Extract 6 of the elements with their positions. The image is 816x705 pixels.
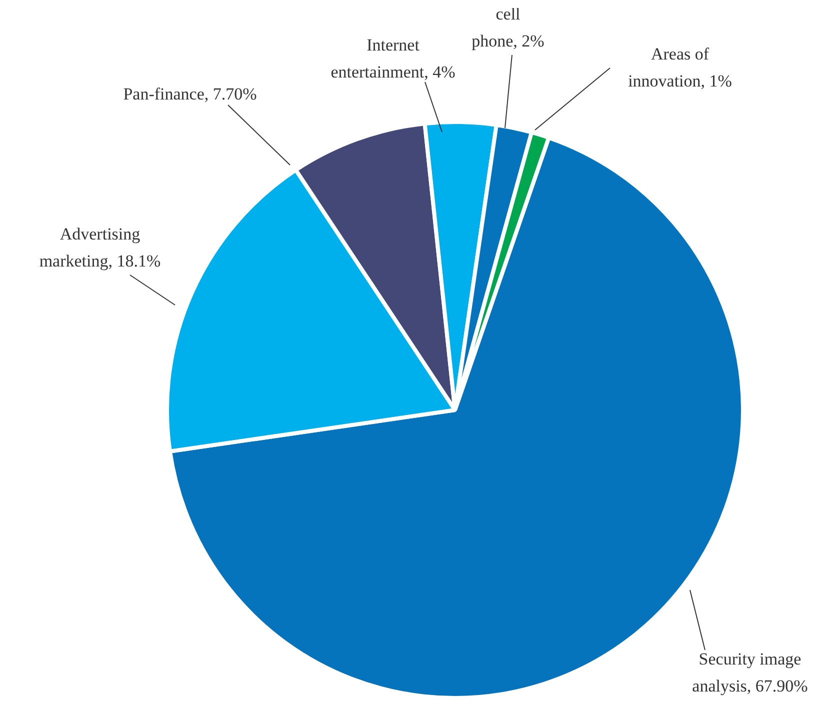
- slice-label: Security image analysis, 67.90%: [692, 649, 808, 696]
- slice-label: Advertising marketing, 18.1%: [39, 224, 161, 270]
- slice-label: Internet entertainment, 4%: [330, 35, 456, 82]
- slice-label: Areas of innovation, 1%: [628, 44, 732, 90]
- slice-label: cell phone, 2%: [472, 4, 544, 50]
- slice-label: Pan-finance, 7.70%: [123, 84, 257, 104]
